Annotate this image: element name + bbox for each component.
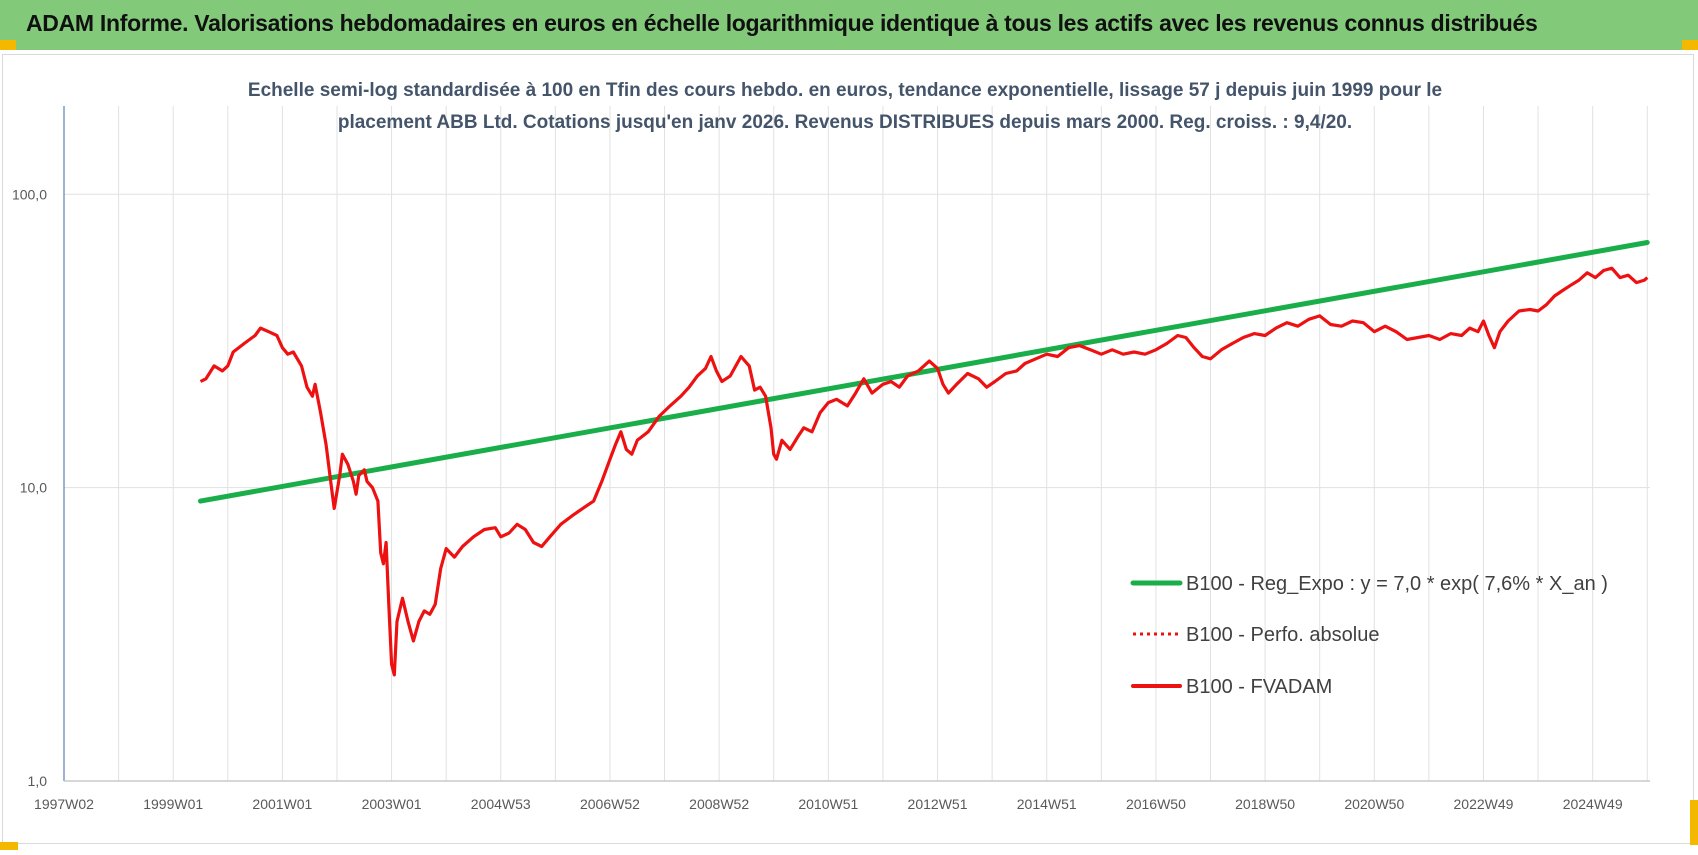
x-tick-label: 2014W51 bbox=[1017, 796, 1077, 812]
series-line-trend bbox=[197, 240, 1650, 504]
series-layer bbox=[197, 240, 1650, 677]
chart-frame bbox=[2, 54, 1694, 844]
x-tick-label: 2020W50 bbox=[1344, 796, 1404, 812]
x-tick-label: 2004W53 bbox=[471, 796, 531, 812]
x-tick-label: 2010W51 bbox=[798, 796, 858, 812]
chart-title: Echelle semi-log standardisée à 100 en T… bbox=[248, 80, 1442, 133]
chart-title-line: Echelle semi-log standardisée à 100 en T… bbox=[248, 80, 1442, 101]
legend-entry-label: B100 - FVADAM bbox=[1186, 676, 1332, 698]
corner-marker-bottom-left bbox=[0, 842, 18, 850]
banner-title: ADAM Informe. Valorisations hebdomadaire… bbox=[26, 10, 1538, 36]
x-tick-label: 2024W49 bbox=[1563, 796, 1623, 812]
grid-layer bbox=[64, 106, 1650, 782]
x-tick-label: 2022W49 bbox=[1454, 796, 1514, 812]
corner-marker-top-left bbox=[0, 40, 16, 50]
x-tick-label: 2006W52 bbox=[580, 796, 640, 812]
legend-entry-label: B100 - Perfo. absolue bbox=[1186, 624, 1379, 646]
y-tick-label: 100,0 bbox=[12, 186, 47, 202]
series-line-fvadam bbox=[199, 266, 1649, 677]
corner-marker-bottom-right bbox=[1690, 800, 1698, 845]
chart-title-line: placement ABB Ltd. Cotations jusqu'en ja… bbox=[338, 112, 1352, 133]
x-tick-label: 2016W50 bbox=[1126, 796, 1186, 812]
y-tick-label: 1,0 bbox=[28, 773, 48, 789]
x-tick-label: 2012W51 bbox=[908, 796, 968, 812]
x-tick-label: 1999W01 bbox=[143, 796, 203, 812]
x-tick-label: 2001W01 bbox=[252, 796, 312, 812]
legend: B100 - Reg_Expo : y = 7,0 * exp( 7,6% * … bbox=[1130, 573, 1608, 698]
legend-entry-label: B100 - Reg_Expo : y = 7,0 * exp( 7,6% * … bbox=[1186, 573, 1608, 595]
title-banner: ADAM Informe. Valorisations hebdomadaire… bbox=[0, 0, 1698, 50]
x-tick-label: 2003W01 bbox=[362, 796, 422, 812]
x-tick-label: 2018W50 bbox=[1235, 796, 1295, 812]
axis-layer: 1,0 10,0 100,0 1997W02 1999W01 2001W01 2003W01… bbox=[12, 106, 1650, 812]
x-tick-label: 1997W02 bbox=[34, 796, 94, 812]
x-tick-label: 2008W52 bbox=[689, 796, 749, 812]
y-tick-label: 10,0 bbox=[20, 480, 47, 496]
corner-marker-top-right bbox=[1682, 40, 1698, 50]
